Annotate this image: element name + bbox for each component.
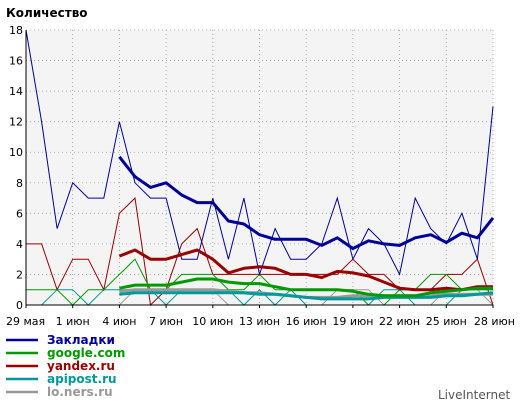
x-tick-label: 4 июн — [102, 315, 136, 328]
series-line-trend-Закладки — [118, 155, 495, 250]
y-tick-label: 12 — [9, 116, 23, 129]
y-axis-label: Количество — [6, 6, 88, 20]
y-tick-label: 6 — [16, 207, 23, 220]
x-tick-label: 16 июн — [286, 315, 327, 328]
x-tick-label: 1 июн — [56, 315, 90, 328]
y-tick-label: 2 — [16, 268, 23, 281]
series-line-trend-yandex-ru — [118, 248, 493, 292]
x-tick-label: 25 июн — [426, 315, 467, 328]
series-line-daily-Закладки — [25, 29, 494, 277]
liveinternet-credit: LiveInternet — [438, 388, 510, 402]
legend-label: google.com — [47, 346, 125, 360]
legend-label: Закладки — [47, 333, 115, 347]
y-tick-label: 4 — [16, 238, 23, 251]
y-tick-label: 8 — [16, 177, 23, 190]
plot-area — [26, 30, 493, 305]
series-line-trend-google-com — [119, 277, 493, 298]
y-tick-labels: 0 2 4 6 8 10 12 14 16 18 — [9, 24, 23, 312]
x-tick-label: 13 июн — [239, 315, 280, 328]
x-tick-label: 10 июн — [192, 315, 233, 328]
x-tick-label: 19 июн — [332, 315, 373, 328]
y-tick-label: 10 — [9, 146, 23, 159]
series-line-trend-apipost-ru — [119, 291, 494, 301]
x-tick-label: 28 июн — [474, 315, 515, 328]
legend-label: lo.ners.ru — [47, 385, 113, 399]
legend: Закладкиgoogle.comyandex.ruapipost.rulo.… — [6, 333, 125, 399]
x-tick-label: 7 июн — [149, 315, 183, 328]
legend-label: apipost.ru — [47, 372, 117, 386]
y-tick-label: 0 — [16, 299, 23, 312]
y-tick-label: 16 — [9, 55, 23, 68]
axes — [25, 30, 493, 306]
x-tick-label: 29 мая — [6, 315, 45, 328]
x-tick-label: 22 июн — [379, 315, 420, 328]
legend-label: yandex.ru — [47, 359, 115, 373]
y-tick-label: 18 — [9, 24, 23, 37]
x-tick-labels: 29 мая 1 июн 4 июн 7 июн 10 июн 13 июн 16 июн 1… — [6, 315, 515, 328]
y-tick-label: 14 — [9, 85, 23, 98]
